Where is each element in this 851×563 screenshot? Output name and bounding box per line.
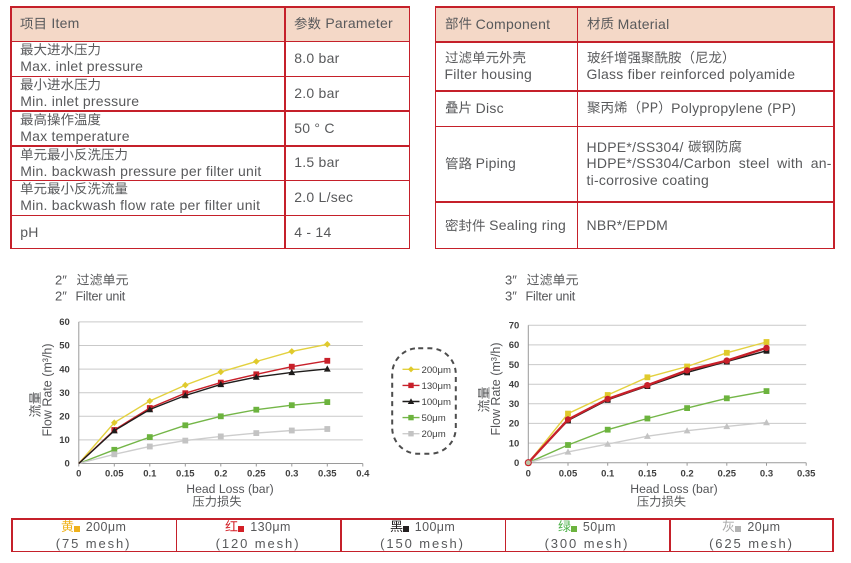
svg-text:60: 60 [59,317,70,328]
svg-text:Head Loss (bar): Head Loss (bar) [630,482,717,496]
svg-text:60: 60 [509,340,520,351]
svg-text:0.05: 0.05 [105,469,124,480]
svg-text:130μm: 130μm [422,381,452,392]
svg-text:0.15: 0.15 [638,469,657,480]
svg-text:0.1: 0.1 [143,469,157,480]
svg-text:40: 40 [509,379,520,390]
svg-text:0: 0 [514,458,519,469]
svg-text:50μm: 50μm [422,413,446,424]
svg-text:Filter unit: Filter unit [76,290,126,304]
svg-text:0: 0 [76,469,81,480]
svg-text:0.35: 0.35 [797,469,816,480]
svg-text:2″: 2″ [55,289,67,304]
svg-text:0.2: 0.2 [214,469,227,480]
svg-text:10: 10 [509,438,520,449]
svg-text:30: 30 [509,399,520,410]
svg-text:Head Loss (bar): Head Loss (bar) [186,482,273,496]
svg-text:0: 0 [526,469,531,480]
svg-text:3″: 3″ [505,289,517,304]
svg-text:Filter unit: Filter unit [526,290,576,304]
svg-text:200μm: 200μm [422,365,452,376]
svg-text:50: 50 [59,341,70,352]
svg-text:3″: 3″ [505,273,517,288]
svg-text:0.25: 0.25 [247,469,266,480]
svg-text:Flow Rate (m³/h): Flow Rate (m³/h) [489,342,503,435]
svg-text:0.3: 0.3 [285,469,298,480]
svg-text:0.3: 0.3 [760,469,773,480]
svg-text:20μm: 20μm [422,429,446,440]
svg-text:Flow Rate (m³/h): Flow Rate (m³/h) [41,343,55,436]
svg-text:0.15: 0.15 [176,469,195,480]
svg-text:2″: 2″ [55,273,67,288]
svg-text:0.35: 0.35 [318,469,337,480]
svg-text:0.05: 0.05 [559,469,578,480]
svg-text:0: 0 [65,459,70,470]
svg-text:100μm: 100μm [422,397,452,408]
svg-text:50: 50 [509,360,520,371]
svg-text:0.1: 0.1 [601,469,615,480]
svg-text:20: 20 [509,419,520,430]
svg-text:20: 20 [59,412,70,423]
svg-text:70: 70 [509,321,520,332]
svg-text:30: 30 [59,388,70,399]
svg-text:0.2: 0.2 [680,469,693,480]
svg-text:0.25: 0.25 [718,469,737,480]
svg-text:40: 40 [59,364,70,375]
svg-text:0.4: 0.4 [356,469,370,480]
svg-text:10: 10 [59,435,70,446]
